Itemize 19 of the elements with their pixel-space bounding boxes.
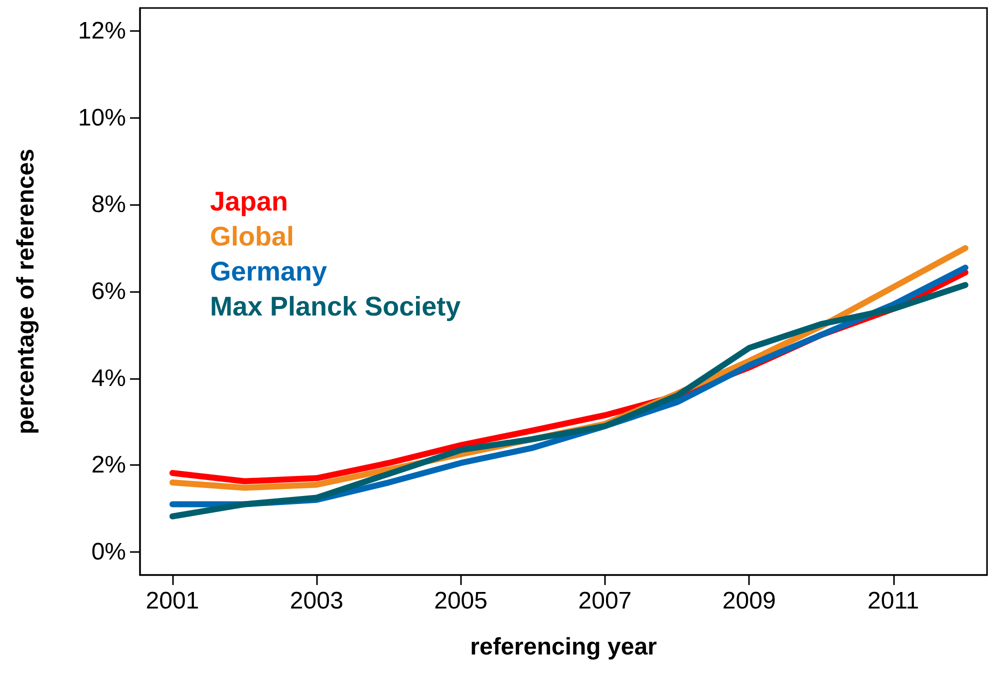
y-tick-label: 8%	[91, 191, 126, 218]
x-tick-label: 2011	[867, 588, 920, 614]
y-tick-label: 10%	[78, 104, 126, 132]
x-tick-label: 2009	[722, 588, 776, 614]
text: Germany	[210, 256, 328, 286]
x-tick-label: 2003	[290, 588, 344, 614]
y-tick-label: 6%	[91, 278, 126, 305]
text: Max Planck Society	[210, 292, 461, 322]
text: Japan	[210, 186, 288, 216]
text: Global	[210, 222, 294, 252]
x-tick-label: 2005	[434, 588, 488, 614]
y-tick-label: 12%	[78, 18, 126, 45]
y-tick-label: 2%	[91, 452, 126, 479]
y-tick-label: 0%	[91, 538, 126, 566]
y-tick-label: 4%	[91, 364, 126, 392]
x-tick-label: 2007	[578, 588, 632, 614]
y-axis-title: percentage of references	[12, 148, 40, 434]
x-tick-label: 2001	[146, 588, 200, 614]
x-axis-title: referencing year	[470, 634, 657, 660]
